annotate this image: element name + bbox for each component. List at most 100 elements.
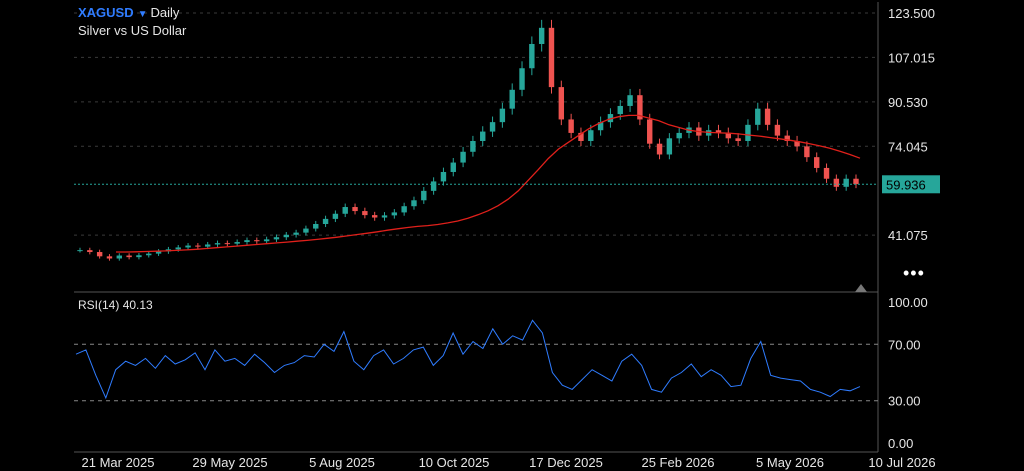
candle-body — [676, 132, 682, 139]
candle-body — [833, 178, 840, 187]
time-tick-label: 21 Mar 2025 — [82, 455, 155, 470]
scroll-marker-icon — [855, 284, 867, 292]
symbol-name[interactable]: XAGUSD — [78, 5, 134, 20]
candle-body — [509, 89, 515, 109]
candle-body — [725, 132, 732, 139]
candle-body — [136, 255, 142, 258]
candle-body — [617, 105, 623, 115]
candle-body — [784, 135, 790, 141]
candle-body — [656, 143, 663, 155]
more-options-icon[interactable]: ••• — [903, 263, 925, 283]
candle-body — [774, 124, 781, 136]
candle-body — [362, 211, 368, 216]
candle-body — [244, 240, 250, 243]
candle-body — [627, 95, 633, 106]
candle-body — [126, 255, 132, 258]
rsi-tick-label: 70.00 — [888, 337, 921, 352]
candle-body — [578, 132, 584, 141]
rsi-line — [75, 319, 861, 400]
candle-body — [342, 207, 348, 214]
candle-body — [529, 43, 535, 69]
time-tick-label: 17 Dec 2025 — [529, 455, 603, 470]
moving-average-line — [116, 114, 861, 253]
symbol-selector[interactable]: XAGUSD ▼ Daily — [78, 5, 179, 20]
candle-body — [430, 181, 437, 191]
last-price-label: 59.936 — [886, 177, 926, 192]
candle-body — [411, 200, 417, 207]
candle-body — [313, 223, 319, 229]
candle-body — [204, 244, 211, 247]
candle-body — [214, 243, 221, 245]
time-tick-label: 29 May 2025 — [192, 455, 267, 470]
candle-body — [234, 242, 240, 244]
candle-body — [106, 256, 113, 259]
price-tick-label: 123.500 — [888, 6, 935, 21]
price-tick-label: 90.530 — [888, 95, 928, 110]
instrument-description: Silver vs US Dollar — [78, 23, 187, 38]
candle-body — [853, 178, 859, 185]
candle-body — [823, 167, 830, 179]
candle-body — [224, 243, 231, 245]
candle-body — [273, 237, 280, 240]
rsi-value: 40.13 — [122, 298, 153, 312]
candle-body — [263, 239, 270, 242]
time-tick-label: 10 Oct 2025 — [419, 455, 490, 470]
candle-body — [568, 119, 574, 133]
candle-body — [814, 157, 820, 168]
candle-body — [558, 87, 565, 120]
candle-body — [322, 218, 329, 224]
time-tick-label: 5 Aug 2025 — [309, 455, 375, 470]
candle-body — [489, 122, 496, 132]
candle-body — [303, 228, 309, 233]
candle-body — [470, 141, 476, 152]
candle-body — [745, 124, 751, 141]
candle-body — [146, 253, 152, 256]
rsi-tick-label: 0.00 — [888, 436, 913, 451]
candle-body — [735, 138, 741, 141]
candle-body — [843, 178, 849, 187]
candle-body — [381, 215, 388, 218]
candle-body — [116, 255, 122, 259]
candle-body — [283, 234, 289, 238]
candle-body — [764, 108, 771, 125]
candle-body — [77, 250, 83, 252]
rsi-tick-label: 100.00 — [888, 295, 928, 310]
candle-body — [480, 131, 486, 141]
candle-body — [332, 213, 339, 219]
rsi-legend: RSI(14) 40.13 — [78, 298, 153, 312]
price-tick-label: 41.075 — [888, 228, 928, 243]
candle-body — [607, 114, 614, 123]
candle-body — [499, 108, 506, 123]
candle-body — [548, 27, 555, 88]
candle-body — [195, 245, 201, 247]
candle-body — [155, 251, 162, 254]
candle-body — [440, 171, 447, 182]
candle-body — [666, 138, 673, 155]
candle-body — [597, 122, 604, 131]
candle-body — [185, 245, 191, 248]
time-tick-label: 5 May 2026 — [756, 455, 824, 470]
candle-body — [450, 162, 456, 172]
candle-body — [538, 27, 545, 44]
candle-body — [293, 232, 299, 235]
candle-body — [794, 141, 800, 147]
candle-body — [96, 252, 103, 257]
candle-body — [371, 215, 378, 218]
candle-body — [715, 130, 722, 133]
time-tick-label: 10 Jul 2026 — [868, 455, 935, 470]
candle-body — [647, 119, 653, 144]
candle-body — [637, 95, 643, 120]
time-tick-label: 25 Feb 2026 — [641, 455, 714, 470]
candle-body — [254, 240, 260, 242]
candle-body — [804, 146, 810, 158]
candle-body — [401, 206, 407, 213]
candle-body — [352, 207, 358, 212]
price-tick-label: 74.045 — [888, 139, 928, 154]
candle-body — [519, 68, 525, 90]
last-price-badge — [882, 175, 940, 194]
rsi-tick-label: 30.00 — [888, 394, 921, 409]
interval-label[interactable]: Daily — [150, 5, 180, 20]
chevron-down-icon[interactable]: ▼ — [137, 9, 148, 20]
rsi-name: RSI(14) — [78, 298, 120, 312]
